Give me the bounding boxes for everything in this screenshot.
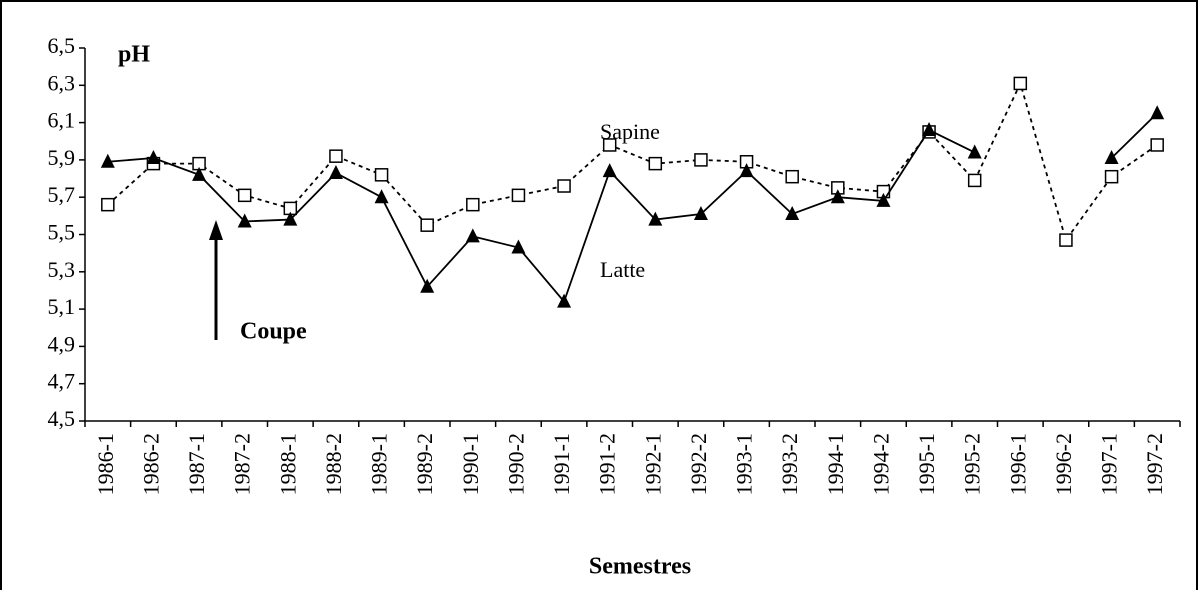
x-tick-label: 1996-1 xyxy=(1005,433,1030,495)
marker xyxy=(328,164,343,179)
marker xyxy=(1059,233,1073,247)
x-tick-label: 1997-1 xyxy=(1097,433,1122,495)
marker xyxy=(465,228,480,243)
y-tick-label: 5,3 xyxy=(48,257,76,282)
x-tick-label: 1988-1 xyxy=(275,433,300,495)
annotation: Coupe xyxy=(240,319,307,345)
marker xyxy=(420,278,435,293)
marker xyxy=(830,189,845,204)
marker xyxy=(146,150,161,165)
x-tick-label: 1987-1 xyxy=(184,433,209,495)
series-label: Latte xyxy=(600,257,645,282)
marker xyxy=(511,188,526,203)
y-tick-label: 4,7 xyxy=(48,369,76,394)
y-tick-label: 4,9 xyxy=(48,331,76,356)
marker xyxy=(1104,169,1119,184)
y-tick-label: 6,5 xyxy=(48,33,76,58)
x-tick-label: 1988-2 xyxy=(321,433,346,495)
marker xyxy=(648,156,663,171)
x-tick-label: 1994-2 xyxy=(868,433,893,495)
marker xyxy=(374,168,389,182)
x-tick-label: 1995-1 xyxy=(914,433,939,495)
marker xyxy=(967,144,982,159)
marker xyxy=(1150,105,1165,120)
marker xyxy=(557,179,571,193)
y-tick-label: 5,7 xyxy=(48,182,76,207)
marker xyxy=(1104,150,1119,165)
x-tick-label: 1993-2 xyxy=(777,433,802,495)
marker xyxy=(557,293,572,308)
x-tick-label: 1993-1 xyxy=(732,433,757,495)
x-axis-title: Semestres xyxy=(589,554,691,580)
x-tick-label: 1991-2 xyxy=(595,433,620,495)
marker xyxy=(922,122,937,137)
series-line xyxy=(107,112,1158,304)
marker xyxy=(1150,138,1164,152)
marker xyxy=(785,205,800,220)
y-axis-title: pH xyxy=(118,42,150,68)
y-tick-label: 6,3 xyxy=(48,70,76,95)
series-line xyxy=(107,80,1158,243)
x-tick-label: 1987-2 xyxy=(230,433,255,495)
x-tick-label: 1991-1 xyxy=(549,433,574,495)
marker xyxy=(1013,76,1028,91)
x-tick-label: 1989-1 xyxy=(367,433,392,495)
x-tick-label: 1994-1 xyxy=(823,433,848,495)
arrow-head xyxy=(209,220,223,240)
x-tick-label: 1995-2 xyxy=(960,433,985,495)
x-tick-label: 1986-2 xyxy=(138,433,163,495)
x-tick-label: 1986-1 xyxy=(93,433,118,495)
x-tick-label: 1989-2 xyxy=(412,433,437,495)
y-tick-label: 5,5 xyxy=(48,220,76,245)
marker xyxy=(602,163,617,178)
marker xyxy=(693,205,708,220)
marker xyxy=(374,189,389,204)
marker xyxy=(420,218,434,232)
y-tick-label: 6,1 xyxy=(48,108,76,133)
marker xyxy=(967,173,982,188)
marker xyxy=(192,166,207,181)
x-tick-label: 1990-1 xyxy=(458,433,483,495)
marker xyxy=(329,149,343,163)
marker xyxy=(101,197,115,212)
x-tick-label: 1997-2 xyxy=(1142,433,1167,495)
marker xyxy=(237,188,252,203)
marker xyxy=(100,153,115,168)
x-tick-label: 1992-2 xyxy=(686,433,711,495)
x-tick-label: 1990-2 xyxy=(503,433,528,495)
marker xyxy=(602,138,617,152)
marker xyxy=(785,169,799,184)
x-tick-label: 1992-1 xyxy=(640,433,665,495)
marker xyxy=(876,192,891,207)
marker xyxy=(237,213,252,228)
marker xyxy=(694,153,708,167)
marker xyxy=(283,211,298,226)
y-tick-label: 5,1 xyxy=(48,294,76,319)
x-tick-label: 1996-2 xyxy=(1051,433,1076,495)
y-tick-label: 5,9 xyxy=(48,145,76,170)
marker xyxy=(511,239,526,254)
marker xyxy=(739,163,754,178)
y-tick-label: 4,5 xyxy=(48,406,76,431)
marker xyxy=(648,211,663,226)
marker xyxy=(466,197,480,212)
